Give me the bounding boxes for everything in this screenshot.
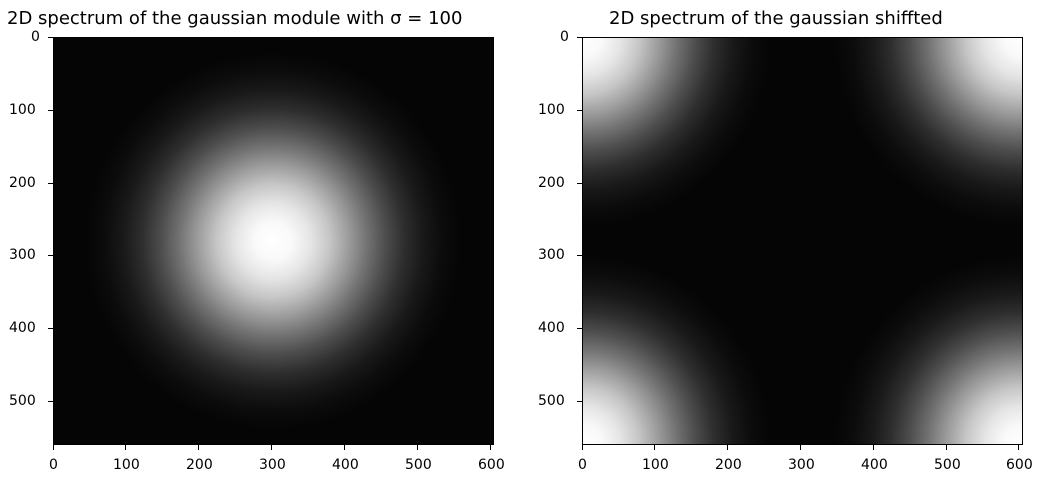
x-tick [198, 445, 199, 450]
y-tick [48, 255, 53, 256]
x-tick [490, 445, 491, 450]
y-tick [48, 110, 53, 111]
y-tick-label: 300 [538, 247, 565, 263]
x-tick-label: 500 [934, 457, 961, 473]
heatmap-peaks [54, 38, 493, 444]
x-tick [873, 445, 874, 450]
x-tick-label: 600 [478, 457, 505, 473]
y-tick [577, 183, 582, 184]
y-tick-label: 100 [538, 102, 565, 118]
y-tick [48, 401, 53, 402]
y-tick [577, 255, 582, 256]
gaussian-peak [54, 38, 493, 444]
x-tick-label: 0 [578, 457, 587, 473]
x-tick [654, 445, 655, 450]
y-tick-label: 100 [9, 102, 36, 118]
x-tick-label: 100 [642, 457, 669, 473]
y-tick-label: 500 [538, 393, 565, 409]
x-tick-label: 200 [715, 457, 742, 473]
x-tick [344, 445, 345, 450]
y-tick-label: 400 [538, 320, 565, 336]
y-tick [577, 401, 582, 402]
x-tick [946, 445, 947, 450]
x-tick [1018, 445, 1019, 450]
y-tick-label: 200 [538, 175, 565, 191]
heatmap-peaks [583, 38, 1022, 444]
y-tick-label: 0 [560, 29, 569, 45]
x-tick [53, 445, 54, 450]
y-tick [48, 37, 53, 38]
heatmap-svg [583, 38, 1022, 444]
x-tick [417, 445, 418, 450]
y-tick-label: 300 [9, 247, 36, 263]
x-tick-label: 100 [113, 457, 140, 473]
chart-title: 2D spectrum of the gaussian module with … [7, 8, 463, 29]
heatmap-area [53, 37, 494, 445]
x-tick [727, 445, 728, 450]
x-tick-label: 0 [49, 457, 58, 473]
x-tick [125, 445, 126, 450]
x-tick-label: 300 [259, 457, 286, 473]
y-tick [48, 328, 53, 329]
y-tick [577, 37, 582, 38]
y-tick-label: 200 [9, 175, 36, 191]
x-tick-label: 600 [1006, 457, 1033, 473]
y-tick-label: 0 [31, 29, 40, 45]
gaussian-peak [583, 38, 1022, 444]
y-tick-label: 400 [9, 320, 36, 336]
heatmap-svg [54, 38, 493, 444]
heatmap-area [582, 37, 1023, 445]
y-tick [577, 328, 582, 329]
y-tick-label: 500 [9, 393, 36, 409]
y-tick [48, 183, 53, 184]
x-tick-label: 400 [332, 457, 359, 473]
x-tick-label: 200 [186, 457, 213, 473]
x-tick-label: 400 [861, 457, 888, 473]
x-tick [800, 445, 801, 450]
y-tick [577, 110, 582, 111]
x-tick-label: 500 [405, 457, 432, 473]
x-tick [271, 445, 272, 450]
x-tick [582, 445, 583, 450]
chart-title: 2D spectrum of the gaussian shiffted [609, 8, 943, 29]
x-tick-label: 300 [788, 457, 815, 473]
